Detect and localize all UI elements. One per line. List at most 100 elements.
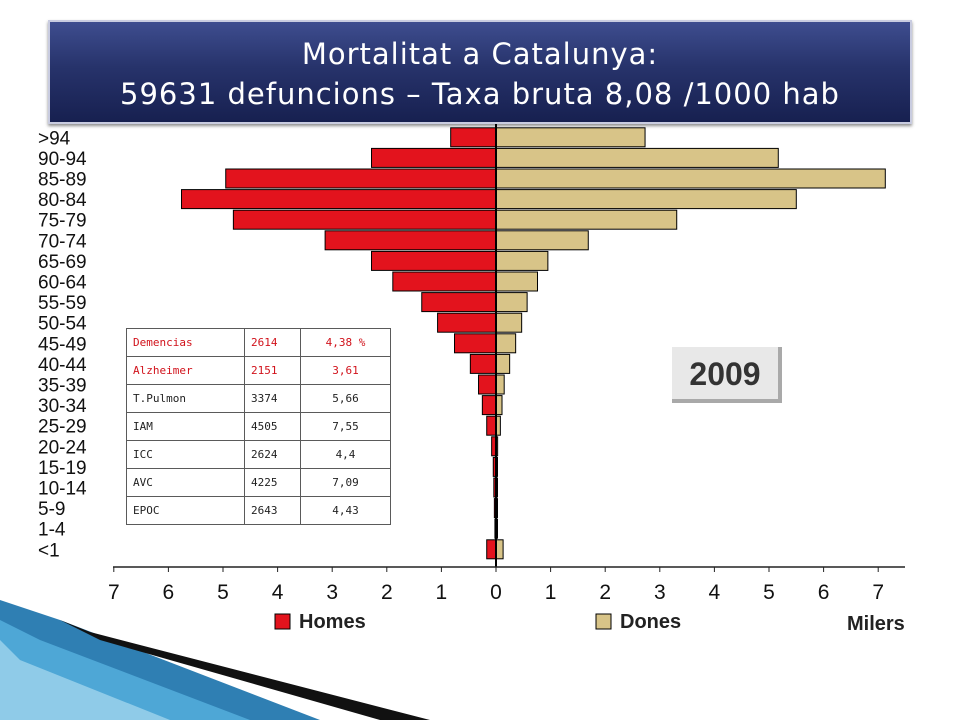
bar-homes-45-49 <box>454 333 497 354</box>
bar-dones-75-79 <box>495 209 678 230</box>
bar-homes->94 <box>450 127 497 148</box>
x-tick-label: 4 <box>272 581 284 604</box>
legend-dones-label: Dones <box>620 611 681 633</box>
table-row: Demencias 2614 4,38 % <box>126 328 391 357</box>
cause-cell: IAM <box>126 412 245 441</box>
cause-cell: EPOC <box>126 496 245 525</box>
rate-cell: 5,66 <box>300 384 391 413</box>
age-label: 80-84 <box>38 190 87 211</box>
bar-homes-40-44 <box>469 353 497 374</box>
bar-homes-60-64 <box>392 271 497 292</box>
bar-homes-80-84 <box>181 189 497 210</box>
age-label: 20-24 <box>38 437 87 458</box>
age-label: 1-4 <box>38 520 66 541</box>
bar-dones-35-39 <box>495 374 505 395</box>
age-label: 15-19 <box>38 458 87 479</box>
bar-dones-60-64 <box>495 271 538 292</box>
count-cell: 4225 <box>244 468 301 497</box>
count-cell: 2624 <box>244 440 301 469</box>
age-label: 90-94 <box>38 149 87 170</box>
table-row: Alzheimer 2151 3,61 <box>126 356 391 385</box>
mortality-causes-table: Demencias 2614 4,38 % Alzheimer 2151 3,61 T.Pu… <box>126 328 391 525</box>
bar-dones-40-44 <box>495 353 511 374</box>
bar-homes-35-39 <box>478 374 497 395</box>
x-tick-label: 1 <box>436 581 448 604</box>
table-row: T.Pulmon 3374 5,66 <box>126 384 391 413</box>
cause-cell: AVC <box>126 468 245 497</box>
table-row: IAM 4505 7,55 <box>126 412 391 441</box>
bar-dones-70-74 <box>495 230 589 251</box>
bar-homes-70-74 <box>324 230 497 251</box>
age-label: 30-34 <box>38 396 87 417</box>
bar-dones-50-54 <box>495 312 523 333</box>
bar-homes-90-94 <box>371 147 497 168</box>
age-label: >94 <box>38 128 71 149</box>
legend-homes-label: Homes <box>299 611 366 633</box>
age-label: 25-29 <box>38 417 87 438</box>
age-label: 35-39 <box>38 376 87 397</box>
bar-homes-25-29 <box>486 415 497 436</box>
cause-cell: Alzheimer <box>126 356 245 385</box>
cause-cell: Demencias <box>126 328 245 357</box>
legend-homes-swatch <box>274 613 291 630</box>
bar-dones->94 <box>495 127 646 148</box>
rate-cell: 3,61 <box>300 356 391 385</box>
rate-cell: 4,38 % <box>300 328 391 357</box>
x-tick-label: 6 <box>818 581 830 604</box>
title-line-1: Mortalitat a Catalunya: <box>301 37 659 71</box>
bar-homes-30-34 <box>481 395 497 416</box>
legend-dones-swatch <box>595 613 612 630</box>
bar-homes-50-54 <box>437 312 497 333</box>
age-label: 85-89 <box>38 170 87 191</box>
bar-homes-55-59 <box>421 292 497 313</box>
bar-dones-45-49 <box>495 333 517 354</box>
unit-label: Milers <box>847 613 905 635</box>
count-cell: 3374 <box>244 384 301 413</box>
bar-dones-90-94 <box>495 147 779 168</box>
decorative-swoosh <box>0 600 430 720</box>
x-tick-label: 2 <box>381 581 393 604</box>
bar-homes-<1 <box>486 539 497 560</box>
x-tick-label: 2 <box>599 581 611 604</box>
table-row: ICC 2624 4,4 <box>126 440 391 469</box>
bar-homes-85-89 <box>225 168 497 189</box>
count-cell: 2614 <box>244 328 301 357</box>
bar-dones-65-69 <box>495 250 549 271</box>
cause-cell: ICC <box>126 440 245 469</box>
title-line-2: 59631 defuncions – Taxa bruta 8,08 /1000… <box>120 77 840 111</box>
age-label: 40-44 <box>38 355 87 376</box>
x-tick-label: 1 <box>545 581 557 604</box>
cause-cell: T.Pulmon <box>126 384 245 413</box>
age-label: 50-54 <box>38 314 87 335</box>
bar-dones-<1 <box>495 539 504 560</box>
bar-homes-65-69 <box>371 250 497 271</box>
age-label: 55-59 <box>38 293 87 314</box>
bar-dones-80-84 <box>495 189 797 210</box>
x-tick-label: 3 <box>326 581 338 604</box>
table-row: EPOC 2643 4,43 <box>126 496 391 525</box>
x-tick-label: 4 <box>709 581 721 604</box>
bar-homes-75-79 <box>232 209 497 230</box>
count-cell: 2151 <box>244 356 301 385</box>
rate-cell: 4,4 <box>300 440 391 469</box>
table-row: AVC 4225 7,09 <box>126 468 391 497</box>
age-label: 75-79 <box>38 211 87 232</box>
x-tick-label: 5 <box>217 581 229 604</box>
rate-cell: 7,55 <box>300 412 391 441</box>
x-tick-label: 0 <box>490 581 502 604</box>
bar-dones-55-59 <box>495 292 528 313</box>
age-label: 70-74 <box>38 231 87 252</box>
age-label: 60-64 <box>38 273 87 294</box>
x-tick-label: 6 <box>163 581 175 604</box>
age-label: <1 <box>38 540 60 561</box>
age-label: 45-49 <box>38 334 87 355</box>
rate-cell: 4,43 <box>300 496 391 525</box>
x-tick-label: 7 <box>872 581 884 604</box>
age-label: 65-69 <box>38 252 87 273</box>
x-tick-label: 3 <box>654 581 666 604</box>
count-cell: 4505 <box>244 412 301 441</box>
age-label: 5-9 <box>38 499 65 520</box>
title-banner: Mortalitat a Catalunya: 59631 defuncions… <box>48 20 912 124</box>
rate-cell: 7,09 <box>300 468 391 497</box>
